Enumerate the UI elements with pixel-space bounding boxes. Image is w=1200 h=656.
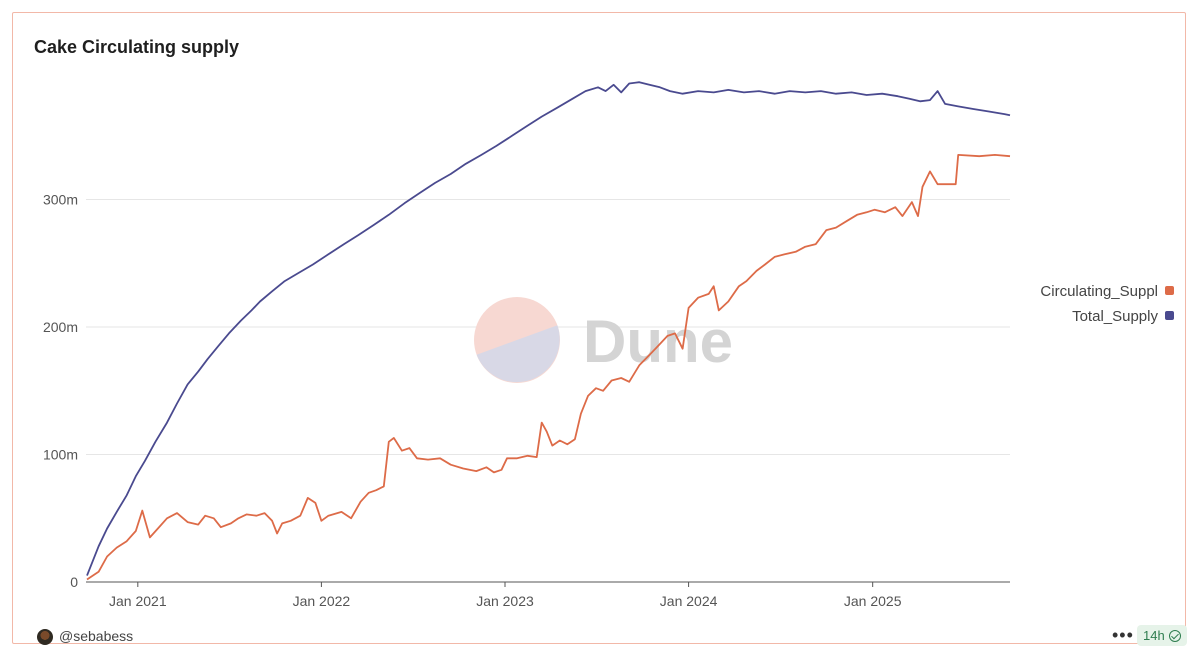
check-circle-icon (1168, 629, 1181, 642)
refresh-age-badge[interactable]: 14h (1137, 625, 1187, 646)
x-tick-label: Jan 2025 (844, 593, 902, 609)
user-avatar[interactable] (37, 629, 53, 645)
y-axis-ticks: 0 100m 200m 300m (43, 192, 78, 591)
x-tick-label: Jan 2023 (476, 593, 534, 609)
x-tick-label: Jan 2024 (660, 593, 718, 609)
legend-label-circulating[interactable]: Circulating_Suppl (1040, 283, 1158, 300)
legend-swatch-total[interactable] (1165, 311, 1174, 320)
watermark-text: Dune (583, 308, 733, 375)
more-options-icon[interactable]: ••• (1112, 625, 1134, 645)
chart-title: Cake Circulating supply (34, 37, 240, 57)
age-text: 14h (1143, 628, 1165, 643)
series-line-total[interactable] (86, 81, 1011, 576)
chart-card: Cake Circulating supply @sebabess ••• 14… (12, 12, 1187, 646)
y-tick-label: 100m (43, 447, 78, 463)
user-handle[interactable]: @sebabess (59, 628, 134, 644)
dune-watermark: Dune (474, 297, 733, 383)
x-axis-ticks: Jan 2021 Jan 2022 Jan 2023 Jan 2024 Jan 2025 (109, 582, 902, 609)
x-tick-label: Jan 2021 (109, 593, 167, 609)
series-line-circulating[interactable] (86, 154, 1011, 581)
chart-legend: Circulating_Suppl Total_Supply (1040, 283, 1174, 325)
y-tick-label: 300m (43, 192, 78, 208)
legend-label-total[interactable]: Total_Supply (1072, 308, 1158, 325)
watermark-logo-bottom (476, 325, 560, 383)
y-tick-label: 200m (43, 319, 78, 335)
x-tick-label: Jan 2022 (293, 593, 351, 609)
series-lines (86, 81, 1011, 581)
legend-swatch-circulating[interactable] (1165, 286, 1174, 295)
y-tick-label: 0 (70, 574, 78, 590)
